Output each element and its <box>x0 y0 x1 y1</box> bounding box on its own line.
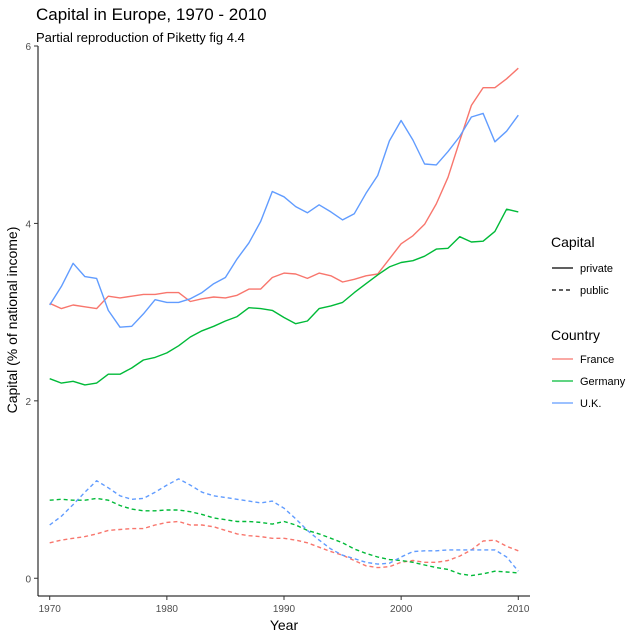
x-tick-label: 1970 <box>39 604 62 615</box>
series-line-germany-public <box>49 497 519 577</box>
y-axis-title: Capital (% of national income) <box>4 227 20 414</box>
legend-label-public: public <box>580 285 609 297</box>
legend-label-private: private <box>580 263 613 275</box>
y-axis-ticks: 0 2 4 6 <box>25 42 38 585</box>
series-line-uk-public <box>49 478 519 572</box>
plot-lines <box>49 67 519 577</box>
y-tick-label: 2 <box>25 397 31 408</box>
chart-title: Capital in Europe, 1970 - 2010 <box>36 5 267 24</box>
x-tick-label: 1990 <box>273 604 296 615</box>
y-tick-label: 6 <box>25 42 31 53</box>
series-line-germany-private <box>49 208 519 386</box>
x-tick-label: 2010 <box>507 604 530 615</box>
y-tick-label: 4 <box>25 219 31 230</box>
series-line-france-private <box>49 67 519 310</box>
series-line-france-public <box>49 520 519 569</box>
legend-label-germany: Germany <box>580 376 626 388</box>
chart-subtitle: Partial reproduction of Piketty fig 4.4 <box>36 30 245 45</box>
legend-title-capital: Capital <box>551 234 595 250</box>
legend: Capital private public Country France Ge… <box>551 234 626 410</box>
y-tick-label: 0 <box>25 574 31 585</box>
x-tick-label: 2000 <box>390 604 413 615</box>
legend-title-country: Country <box>551 327 600 343</box>
series-line-uk-private <box>49 112 519 328</box>
x-axis-title: Year <box>270 617 299 633</box>
x-axis-ticks: 1970 1980 1990 2000 2010 <box>39 596 530 615</box>
x-tick-label: 1980 <box>156 604 179 615</box>
legend-label-france: France <box>580 354 614 366</box>
legend-label-uk: U.K. <box>580 398 601 410</box>
